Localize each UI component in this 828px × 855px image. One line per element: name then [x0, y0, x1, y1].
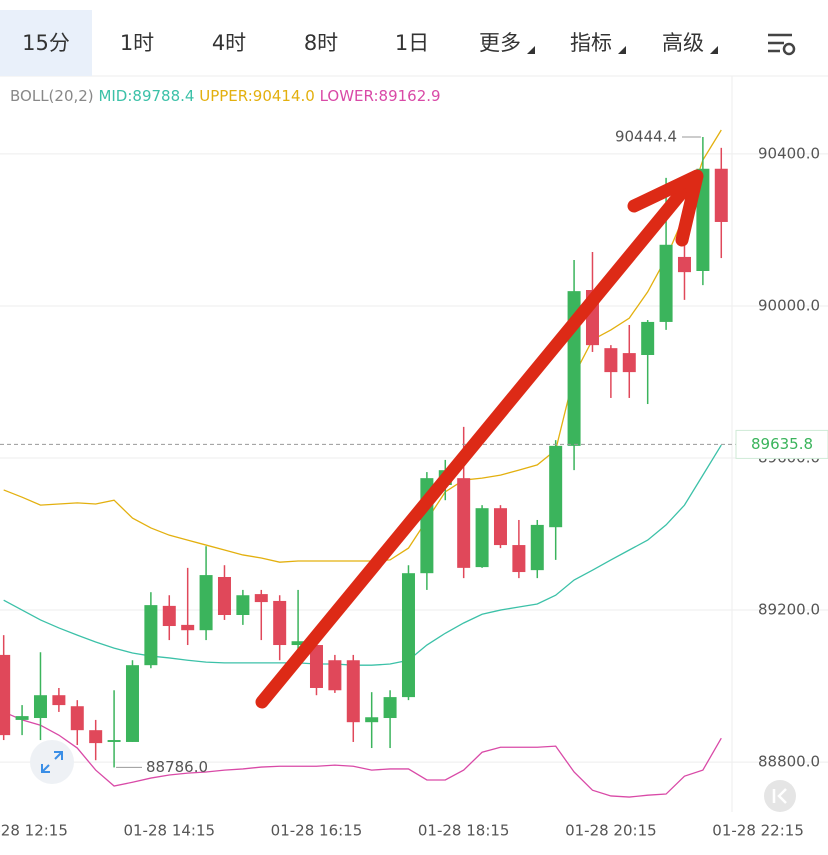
tab-bar [0, 0, 828, 76]
expand-icon [41, 751, 63, 773]
tab[interactable]: 1时 [120, 31, 154, 55]
tab[interactable]: 8时 [304, 31, 338, 55]
candle-body [144, 605, 158, 666]
settings-icon[interactable] [768, 33, 796, 56]
candle-body [199, 575, 213, 631]
tab[interactable]: 高级 [662, 31, 704, 55]
candle-body [52, 695, 66, 706]
legend-item: MID:89788.4 [98, 87, 194, 105]
max-label: 90444.4 [615, 128, 677, 146]
legend-item: UPPER:90414.0 [199, 87, 315, 105]
candle-body [512, 545, 526, 573]
candle-body [15, 716, 29, 720]
candle-body [475, 508, 489, 568]
candle-body [217, 576, 231, 616]
dropdown-caret [527, 46, 535, 54]
candle-body [309, 645, 323, 688]
expand-button[interactable] [30, 740, 74, 784]
x-tick-label: 01-28 16:15 [271, 822, 363, 840]
labels: 88800.089200.089600.090000.090400.001-28… [0, 128, 828, 840]
candle-body [107, 740, 121, 742]
candle-body [162, 605, 176, 627]
tab[interactable]: 4时 [212, 31, 246, 55]
candle-body [493, 508, 507, 546]
tab[interactable]: 15分 [22, 31, 70, 55]
candle-body [530, 524, 544, 571]
candle-body [125, 665, 139, 742]
candle-body [254, 594, 268, 603]
current-price-label: 89635.8 [751, 435, 813, 453]
x-tick-label: 01-28 12:15 [0, 822, 68, 840]
y-tick-label: 90000.0 [758, 296, 820, 314]
grid [0, 153, 828, 763]
tab[interactable]: 指标 [570, 31, 612, 55]
candle-body [622, 353, 636, 373]
tab[interactable]: 更多 [479, 31, 521, 55]
candle-body [659, 244, 673, 322]
boll-line [3, 129, 722, 563]
boll-line [3, 711, 722, 798]
candle-body [457, 478, 471, 568]
active-tab-bg [0, 10, 92, 76]
candle-body [641, 321, 655, 356]
candle-body [291, 641, 305, 646]
dropdown-caret [618, 46, 626, 54]
candle-body [383, 697, 397, 719]
legend-item: LOWER:89162.9 [320, 87, 441, 105]
x-tick-label: 01-28 22:15 [712, 822, 804, 840]
x-tick-label: 01-28 20:15 [565, 822, 657, 840]
y-tick-label: 88800.0 [758, 753, 820, 771]
candle-body [236, 595, 250, 616]
candle-body [70, 706, 84, 731]
candle-body [273, 600, 287, 646]
candle-body [677, 256, 691, 273]
candle-body [401, 573, 415, 698]
candle-body [604, 348, 618, 373]
candle-body [0, 654, 11, 736]
candle-body [181, 624, 195, 631]
candle-body [549, 445, 563, 528]
candle-body [696, 168, 710, 271]
y-tick-label: 90400.0 [758, 144, 820, 162]
y-tick-label: 89200.0 [758, 601, 820, 619]
candle-body [89, 730, 103, 744]
x-tick-label: 01-28 18:15 [418, 822, 510, 840]
candle-body [346, 660, 360, 723]
candle-body [714, 168, 728, 222]
trend-arrow [255, 169, 704, 709]
indicator-legend: BOLL(20,2) MID:89788.4 UPPER:90414.0 LOW… [10, 87, 441, 105]
legend-item: BOLL(20,2) [10, 87, 94, 105]
indicator-lines [3, 129, 722, 798]
scroll-icon [772, 788, 787, 804]
tabs: 15分 1时 4时 8时 1日 更多 指标 高级 [0, 10, 704, 76]
tab[interactable]: 1日 [395, 31, 429, 55]
candle-body [328, 660, 342, 691]
dropdown-caret [710, 46, 718, 54]
candle-body [33, 695, 47, 719]
boll-line [3, 444, 722, 666]
candle-body [365, 717, 379, 723]
min-label: 88786.0 [146, 758, 208, 776]
x-tick-label: 01-28 14:15 [123, 822, 215, 840]
candles [0, 137, 728, 768]
current-price-box [735, 429, 828, 459]
